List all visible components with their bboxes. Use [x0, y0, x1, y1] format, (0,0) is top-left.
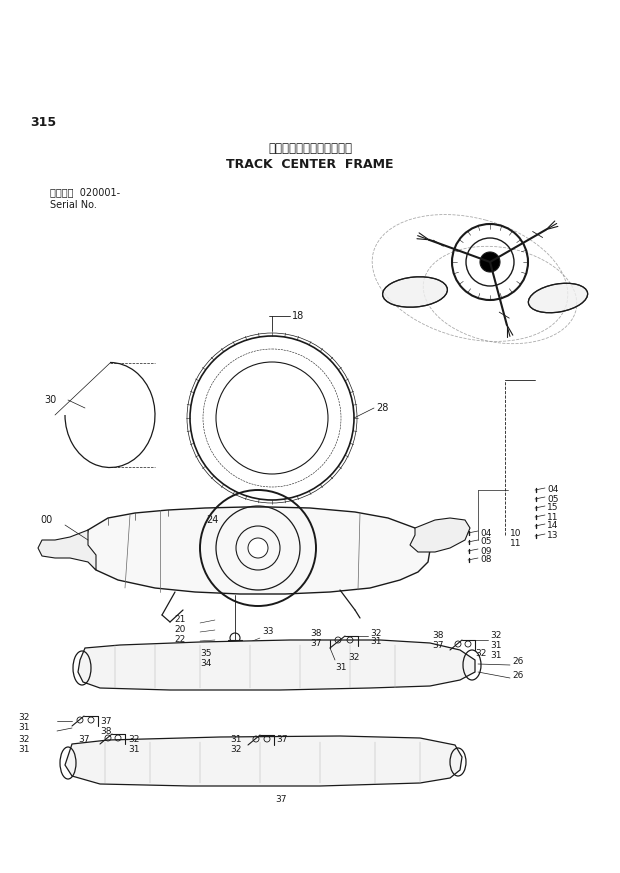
- Text: 14: 14: [547, 521, 559, 531]
- Text: Serial No.: Serial No.: [50, 200, 97, 210]
- Text: 38: 38: [432, 631, 443, 641]
- Polygon shape: [85, 507, 430, 594]
- Text: TRACK  CENTER  FRAME: TRACK CENTER FRAME: [226, 159, 394, 171]
- Text: 31: 31: [128, 745, 140, 753]
- Text: 21: 21: [174, 615, 185, 624]
- Text: 32: 32: [348, 654, 360, 663]
- Circle shape: [480, 252, 500, 272]
- Ellipse shape: [528, 283, 588, 313]
- Text: 適用号機  020001-: 適用号機 020001-: [50, 187, 120, 197]
- Text: 33: 33: [262, 628, 273, 636]
- Text: 31: 31: [490, 641, 502, 650]
- Text: 37: 37: [276, 735, 288, 745]
- Text: 10: 10: [510, 528, 521, 538]
- Text: 20: 20: [174, 625, 185, 635]
- Text: 35: 35: [200, 649, 211, 657]
- Text: 32: 32: [18, 713, 29, 723]
- Text: 37: 37: [432, 642, 443, 650]
- Ellipse shape: [383, 277, 448, 307]
- Text: 04: 04: [547, 485, 559, 494]
- Text: 28: 28: [376, 403, 388, 413]
- Text: 31: 31: [18, 746, 30, 754]
- Polygon shape: [38, 530, 96, 570]
- Text: 24: 24: [206, 515, 218, 525]
- Text: 31: 31: [230, 735, 242, 745]
- Text: 11: 11: [547, 512, 559, 521]
- Text: 37: 37: [275, 795, 286, 805]
- Text: 32: 32: [490, 631, 502, 641]
- Text: 31: 31: [490, 650, 502, 659]
- Text: 26: 26: [512, 670, 523, 679]
- Text: 08: 08: [480, 555, 492, 565]
- Text: 26: 26: [512, 656, 523, 665]
- Bar: [228, 640, 242, 658]
- Text: 13: 13: [547, 532, 559, 540]
- Text: 15: 15: [547, 504, 559, 512]
- Text: 05: 05: [480, 538, 492, 546]
- Text: 11: 11: [510, 539, 521, 547]
- Text: 315: 315: [30, 116, 56, 129]
- Text: 05: 05: [547, 494, 559, 504]
- Text: 38: 38: [100, 726, 112, 735]
- Text: 32: 32: [18, 735, 29, 745]
- Text: 04: 04: [480, 528, 492, 538]
- Text: 32: 32: [230, 746, 241, 754]
- Text: 37: 37: [310, 638, 322, 648]
- Polygon shape: [65, 736, 462, 786]
- Text: 32: 32: [475, 649, 486, 657]
- Text: 37: 37: [78, 734, 89, 744]
- Text: 30: 30: [44, 395, 56, 405]
- Circle shape: [248, 538, 268, 558]
- Text: 31: 31: [18, 724, 30, 732]
- Text: 22: 22: [174, 636, 185, 644]
- Text: 31: 31: [335, 663, 347, 672]
- Text: 18: 18: [292, 311, 304, 321]
- Text: 34: 34: [200, 658, 211, 668]
- Text: 32: 32: [370, 629, 381, 637]
- Text: 09: 09: [480, 546, 492, 555]
- Polygon shape: [78, 640, 475, 690]
- Text: 31: 31: [370, 636, 381, 645]
- Text: 00: 00: [40, 515, 52, 525]
- Text: トラックセンターフレーム: トラックセンターフレーム: [268, 141, 352, 155]
- Polygon shape: [410, 518, 470, 552]
- Text: 38: 38: [310, 629, 322, 637]
- Text: 37: 37: [100, 717, 112, 725]
- Text: 32: 32: [128, 734, 140, 744]
